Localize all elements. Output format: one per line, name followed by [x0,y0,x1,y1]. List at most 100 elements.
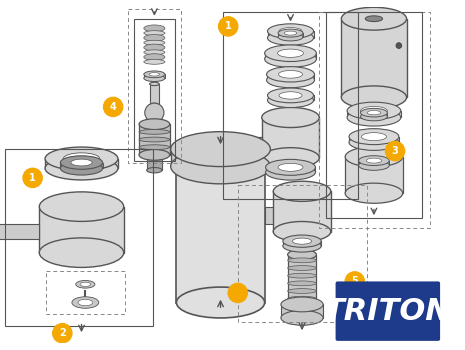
Bar [278,33,303,37]
Bar [288,254,316,302]
Bar [319,12,430,228]
Bar [45,159,118,168]
Circle shape [145,103,164,122]
Ellipse shape [176,134,265,164]
Ellipse shape [265,51,316,67]
Ellipse shape [366,158,382,163]
Ellipse shape [144,71,165,78]
Ellipse shape [144,50,165,55]
Ellipse shape [150,103,159,107]
Ellipse shape [279,28,302,35]
Bar [267,31,313,38]
Bar [223,12,358,199]
Ellipse shape [63,153,100,164]
Bar [326,12,422,218]
Circle shape [53,324,72,343]
Ellipse shape [72,297,99,308]
Ellipse shape [360,106,387,115]
Bar [349,136,399,142]
Circle shape [228,284,247,302]
Bar [281,304,323,318]
Ellipse shape [347,109,401,126]
Ellipse shape [361,133,386,141]
Bar [341,19,406,97]
Ellipse shape [283,240,321,252]
Circle shape [345,272,365,291]
Bar [134,19,174,161]
Ellipse shape [78,299,93,306]
Bar [262,118,319,158]
Ellipse shape [278,49,304,57]
Ellipse shape [144,40,165,45]
Ellipse shape [359,161,389,170]
Ellipse shape [349,134,399,150]
Ellipse shape [171,132,270,167]
Circle shape [385,141,405,161]
Ellipse shape [144,75,165,82]
Bar [347,111,401,118]
Bar [144,74,165,78]
Ellipse shape [292,238,312,244]
Bar [238,184,367,322]
Ellipse shape [278,29,303,37]
Bar [150,84,159,105]
Ellipse shape [278,33,303,41]
Bar [266,74,314,80]
Ellipse shape [283,235,321,247]
Bar [273,191,331,232]
Ellipse shape [176,287,265,318]
Bar [265,206,292,224]
Ellipse shape [267,88,313,103]
Bar [60,162,103,168]
Ellipse shape [139,130,170,134]
Text: 1: 1 [225,21,232,31]
Ellipse shape [266,66,314,82]
Ellipse shape [267,93,313,107]
Ellipse shape [367,111,381,115]
FancyBboxPatch shape [336,281,440,341]
Ellipse shape [341,7,406,30]
Ellipse shape [341,86,406,109]
Text: TRITON: TRITON [324,297,452,326]
Ellipse shape [360,108,387,117]
Ellipse shape [262,107,319,127]
Ellipse shape [278,163,303,171]
Ellipse shape [80,282,91,286]
Ellipse shape [266,72,314,88]
Ellipse shape [139,149,170,160]
Ellipse shape [149,73,159,76]
Ellipse shape [266,159,315,175]
Ellipse shape [150,82,159,86]
Circle shape [396,43,402,48]
Ellipse shape [146,168,162,173]
Bar [360,113,387,117]
Circle shape [458,44,465,63]
Bar [265,53,316,59]
Ellipse shape [267,30,313,45]
Ellipse shape [365,16,383,22]
Circle shape [104,97,123,117]
Text: 2: 2 [59,328,66,338]
Ellipse shape [345,183,403,203]
Bar [171,149,270,166]
Ellipse shape [60,162,103,175]
Text: 1: 1 [29,173,36,183]
Ellipse shape [288,296,316,301]
Ellipse shape [345,147,403,167]
Ellipse shape [349,129,399,145]
Ellipse shape [144,35,165,41]
Ellipse shape [171,149,270,184]
Ellipse shape [144,60,165,64]
Ellipse shape [265,45,316,62]
Ellipse shape [144,54,165,61]
Ellipse shape [288,250,316,260]
Ellipse shape [288,298,316,308]
Ellipse shape [279,70,303,78]
Ellipse shape [76,280,95,288]
Ellipse shape [139,137,170,142]
Ellipse shape [284,31,297,35]
Ellipse shape [281,297,323,312]
Bar [283,241,321,246]
Bar [0,224,40,239]
Circle shape [219,17,238,36]
